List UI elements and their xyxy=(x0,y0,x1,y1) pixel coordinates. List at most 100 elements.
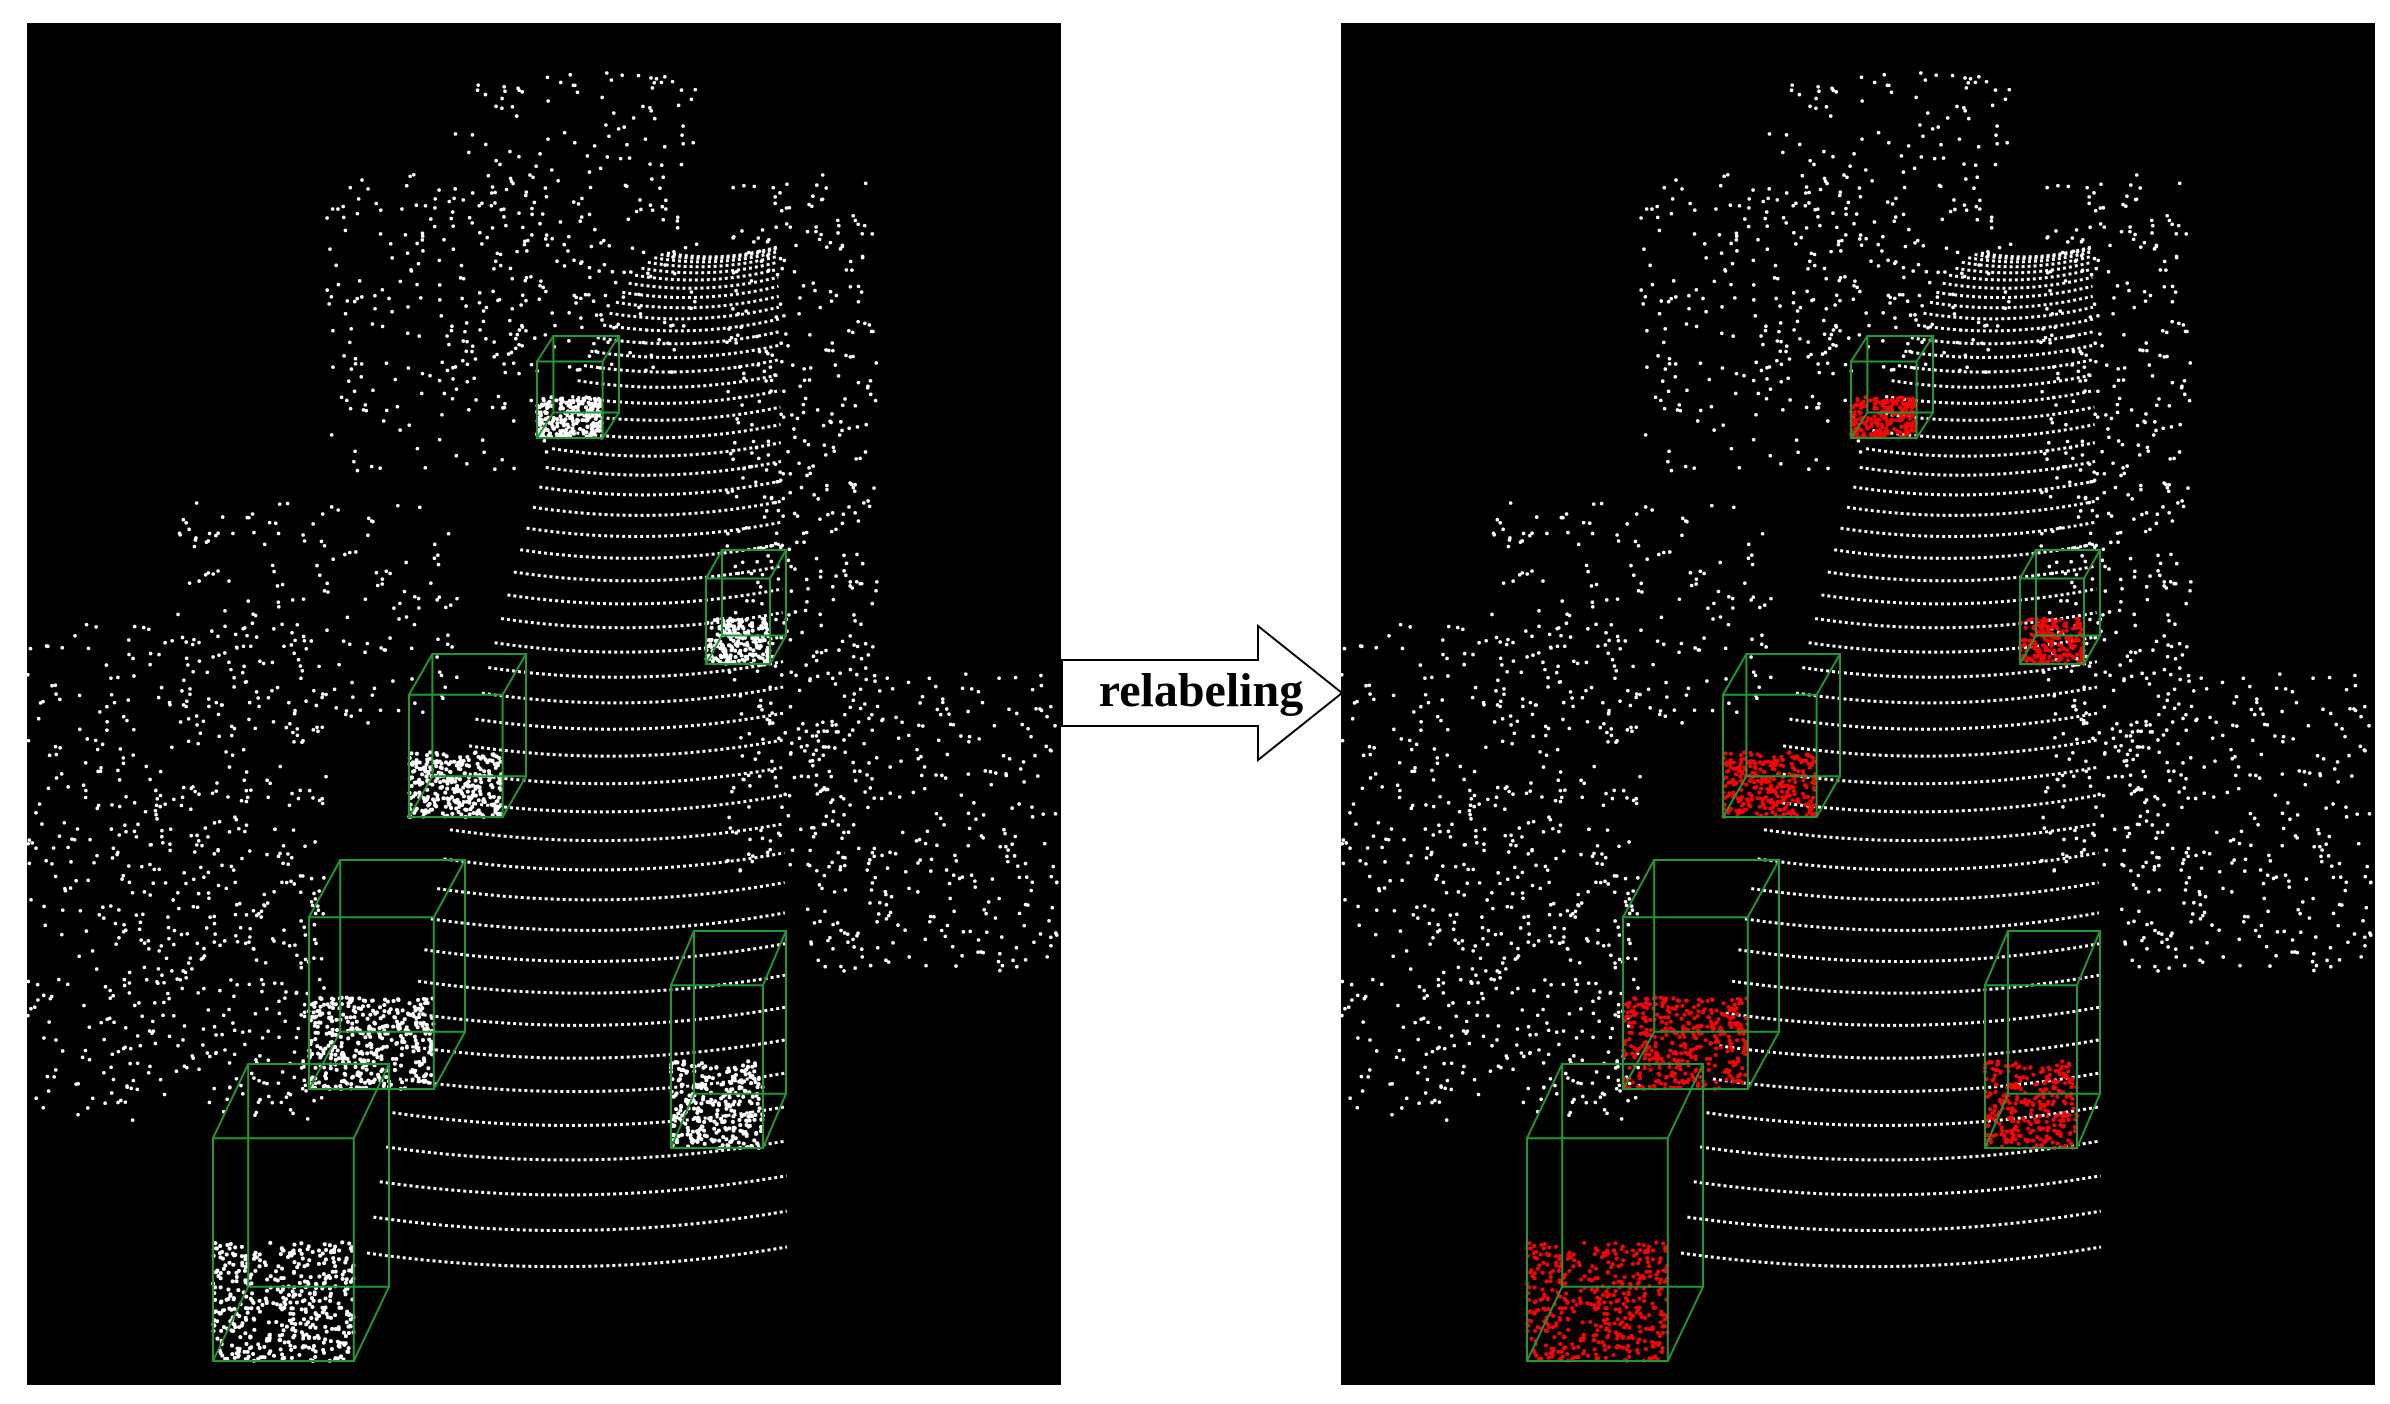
point xyxy=(84,622,89,627)
point xyxy=(1411,710,1416,714)
point xyxy=(212,940,217,944)
point xyxy=(831,922,835,927)
point xyxy=(412,769,417,774)
point xyxy=(798,296,802,300)
point xyxy=(1605,828,1610,832)
point xyxy=(567,339,571,343)
point xyxy=(1689,583,1694,588)
point xyxy=(1751,595,1756,600)
point xyxy=(1360,1089,1365,1093)
point xyxy=(231,1297,236,1302)
point xyxy=(1441,880,1446,885)
point xyxy=(362,1080,367,1085)
point xyxy=(151,1029,156,1033)
point xyxy=(661,175,666,180)
point xyxy=(752,1061,757,1066)
point xyxy=(659,80,664,85)
point xyxy=(277,1333,282,1338)
scan-line xyxy=(475,711,784,731)
point xyxy=(524,298,528,303)
point xyxy=(324,1329,329,1334)
point xyxy=(720,1143,725,1148)
point xyxy=(2158,353,2162,358)
point xyxy=(194,714,199,718)
point xyxy=(662,144,667,149)
point xyxy=(758,1124,763,1129)
point xyxy=(754,1093,759,1098)
point xyxy=(273,521,278,526)
scan-line xyxy=(405,1038,786,1060)
point xyxy=(382,1081,387,1086)
point xyxy=(270,1100,275,1105)
point xyxy=(1471,867,1476,872)
point xyxy=(773,541,778,546)
point xyxy=(1684,693,1689,697)
point xyxy=(851,937,855,942)
point xyxy=(295,727,300,731)
point xyxy=(818,575,823,579)
point xyxy=(835,218,840,223)
point xyxy=(850,268,854,272)
point xyxy=(792,775,797,780)
point xyxy=(101,905,105,910)
point xyxy=(1571,1078,1575,1083)
point xyxy=(1444,1118,1449,1122)
point xyxy=(636,73,641,78)
point xyxy=(769,544,773,548)
point xyxy=(2170,284,2175,289)
point xyxy=(1392,727,1396,732)
point xyxy=(807,378,812,382)
point xyxy=(701,1065,706,1070)
point xyxy=(238,925,243,930)
point xyxy=(2071,774,2076,779)
point xyxy=(1525,655,1529,659)
scan-line xyxy=(1687,1209,2102,1232)
point xyxy=(332,1250,337,1255)
point xyxy=(811,464,815,468)
point xyxy=(302,1014,307,1019)
point xyxy=(1520,1008,1525,1012)
point xyxy=(1515,719,1520,724)
point xyxy=(288,1311,293,1316)
point xyxy=(317,889,321,893)
point xyxy=(757,774,762,779)
point xyxy=(1606,711,1611,716)
point xyxy=(1612,788,1616,793)
point xyxy=(176,1043,180,1048)
point xyxy=(771,185,776,190)
point xyxy=(819,197,824,202)
point xyxy=(461,785,466,790)
point xyxy=(692,1115,697,1120)
point xyxy=(1625,522,1629,526)
point xyxy=(1500,961,1505,965)
point xyxy=(730,789,734,794)
scan-line xyxy=(1846,499,2096,517)
point xyxy=(127,880,132,885)
point xyxy=(1017,911,1022,916)
point xyxy=(756,1076,761,1081)
point xyxy=(663,75,667,79)
point xyxy=(758,585,763,589)
point xyxy=(246,1354,251,1359)
point xyxy=(2180,653,2185,657)
point xyxy=(315,725,319,730)
point xyxy=(95,747,100,752)
point xyxy=(567,399,572,404)
point xyxy=(814,783,818,787)
point xyxy=(1343,1006,1347,1011)
point xyxy=(407,1001,412,1006)
point xyxy=(197,659,202,663)
point xyxy=(1584,688,1588,693)
point xyxy=(1423,827,1428,831)
point xyxy=(437,670,442,674)
point xyxy=(292,882,297,886)
point xyxy=(396,997,401,1002)
point xyxy=(277,1338,282,1343)
point xyxy=(1476,980,1480,985)
point xyxy=(287,943,292,948)
point xyxy=(1579,1081,1583,1086)
point xyxy=(662,320,667,325)
point xyxy=(753,757,758,761)
point xyxy=(544,450,549,454)
point xyxy=(858,769,862,774)
